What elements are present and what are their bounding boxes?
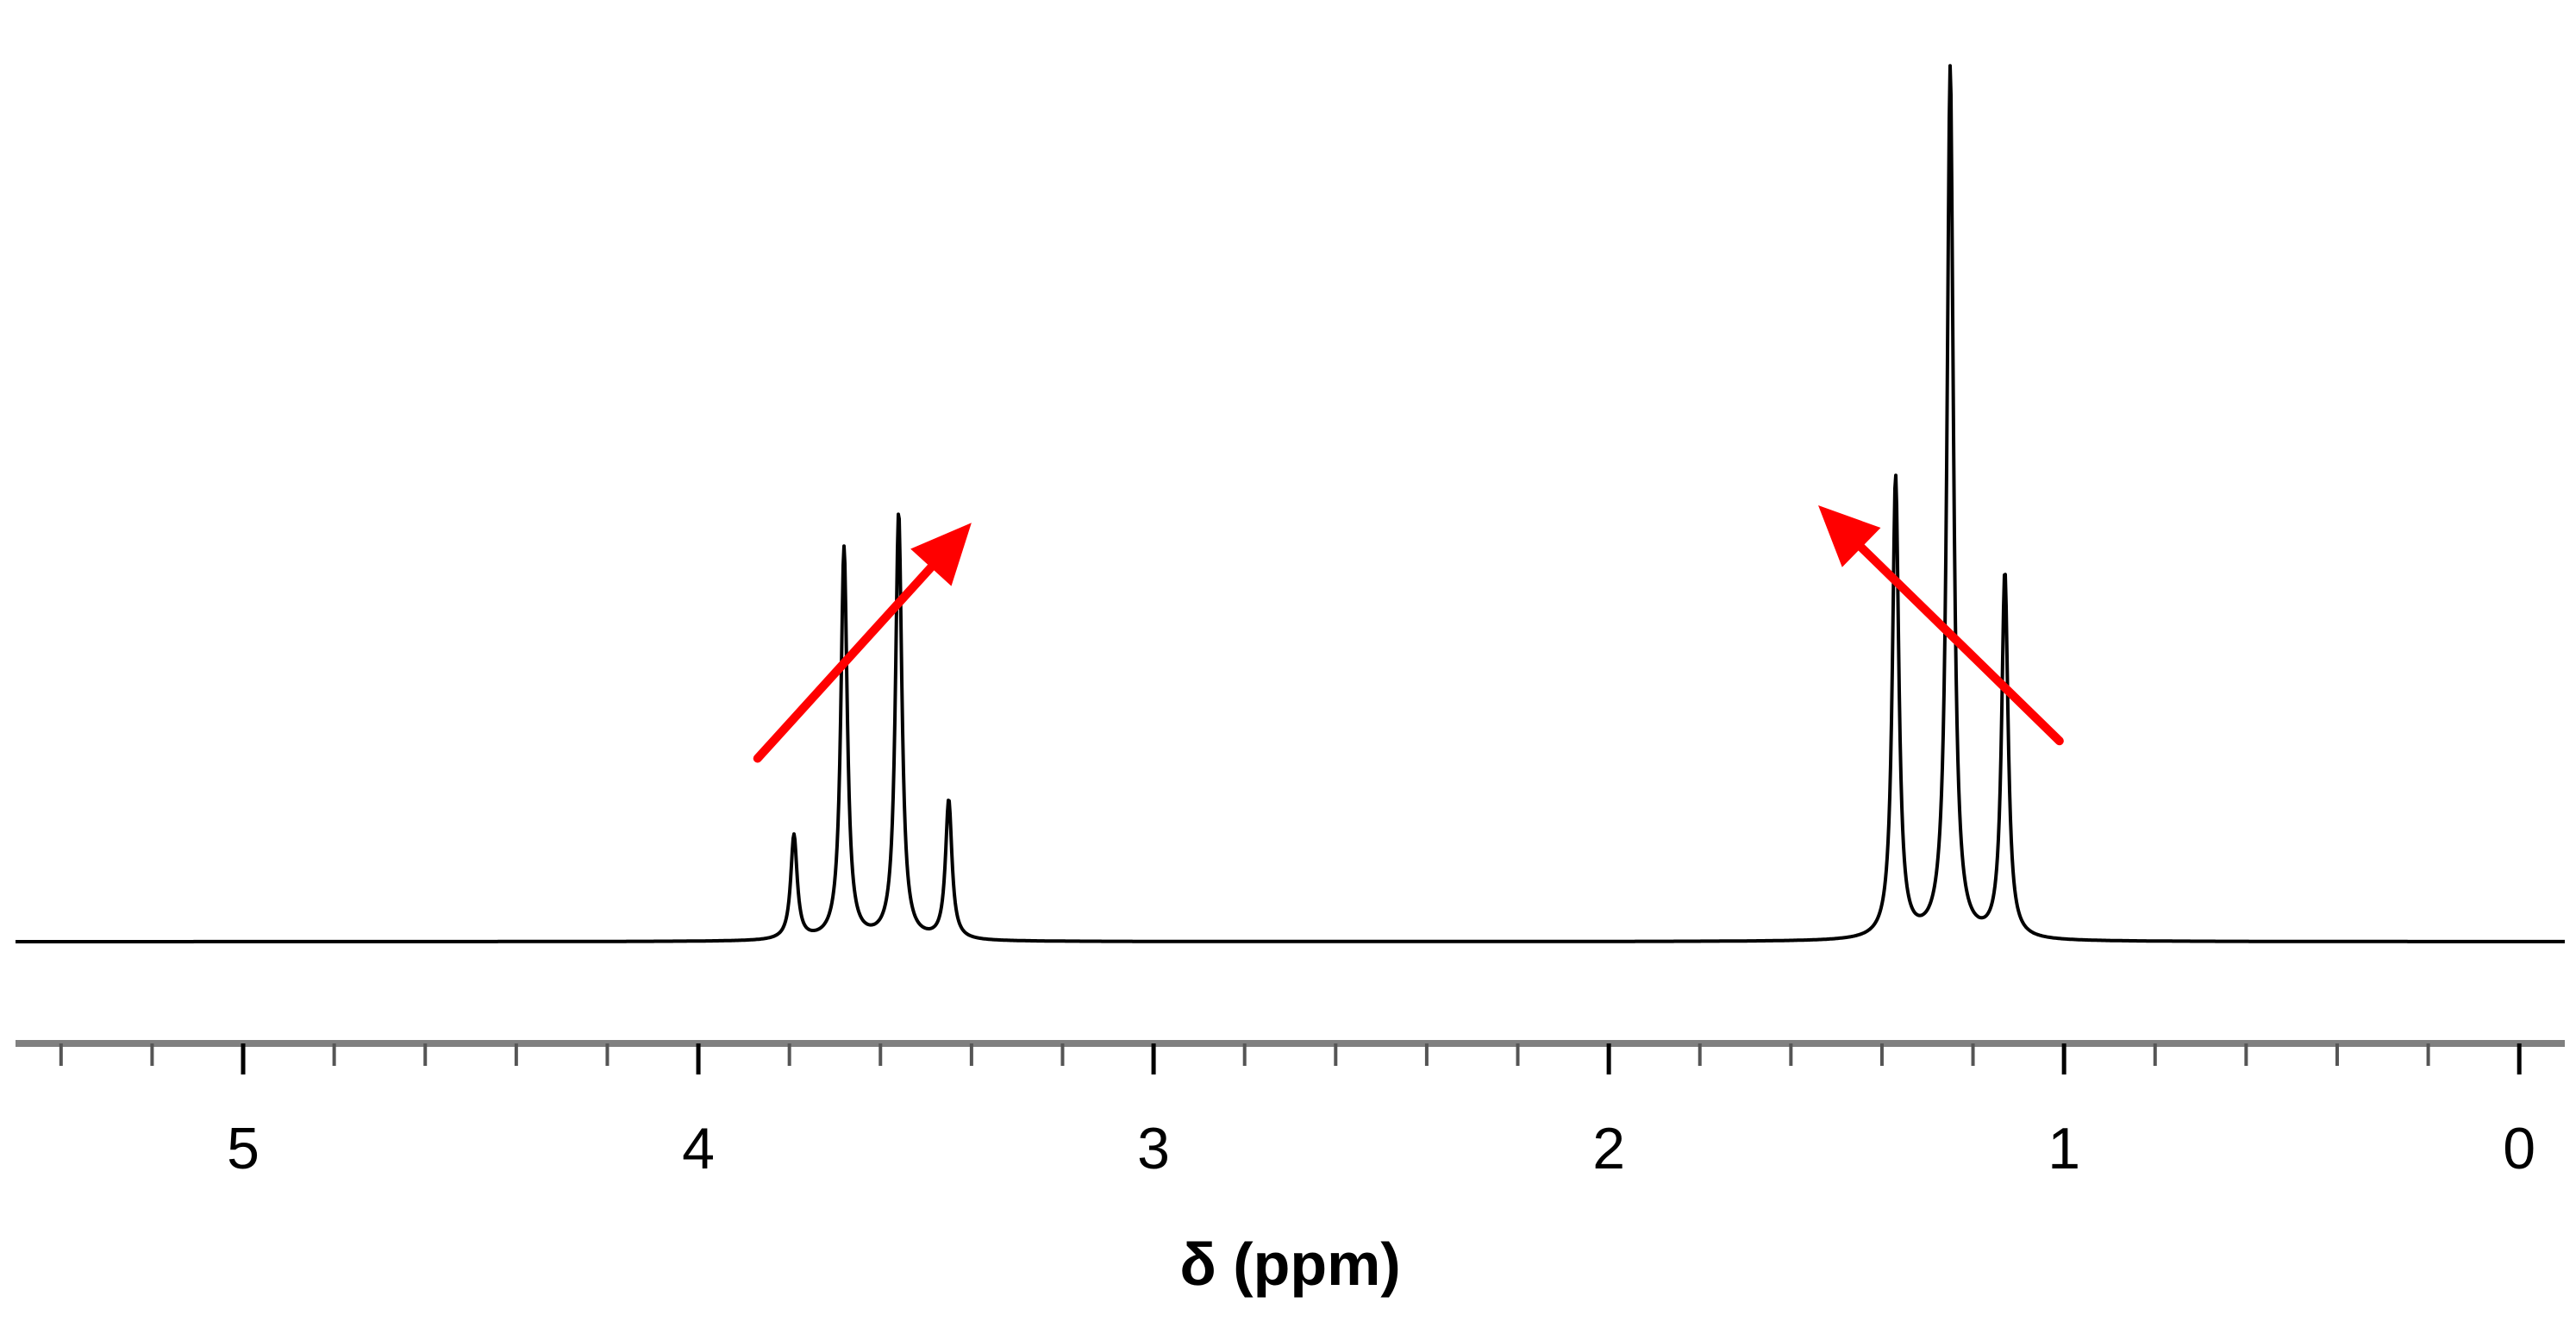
arrow-head <box>910 523 972 586</box>
x-axis-ticks <box>59 1043 2522 1074</box>
x-axis-tick-labels: 5 4 3 2 1 0 <box>227 1116 2535 1181</box>
tick-label: 0 <box>2503 1116 2535 1181</box>
tick-label: 4 <box>682 1116 715 1181</box>
arrow-head <box>1818 505 1881 567</box>
spectrum-layer <box>15 64 2566 943</box>
arrow-shaft <box>1857 542 2064 746</box>
x-axis-title: δ (ppm) <box>1179 1231 1400 1298</box>
tick-label: 3 <box>1137 1116 1170 1181</box>
annotation-arrows <box>753 505 2064 763</box>
tick-label: 5 <box>227 1116 259 1181</box>
spectrum-line <box>15 64 2566 943</box>
tick-label: 2 <box>1592 1116 1625 1181</box>
arrow-shaft <box>753 563 935 763</box>
tick-label: 1 <box>2048 1116 2080 1181</box>
